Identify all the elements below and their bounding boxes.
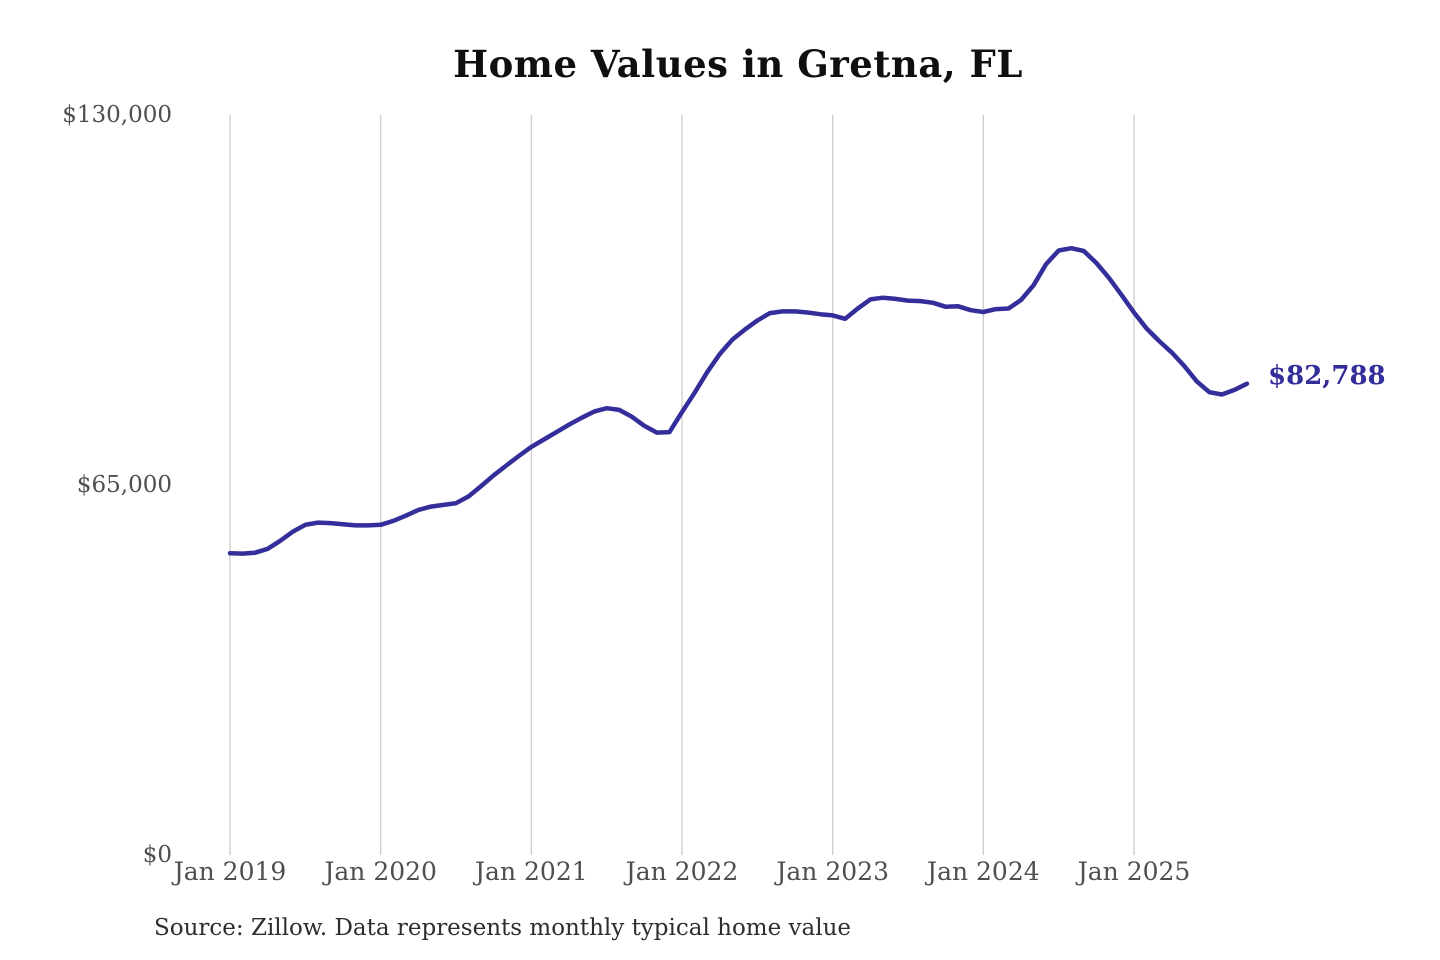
x-axis-tick-label: Jan 2019 xyxy=(173,857,287,886)
y-axis-tick-label: $65,000 xyxy=(76,472,172,498)
x-axis-tick-label: Jan 2021 xyxy=(475,857,588,886)
x-axis-tick-label: Jan 2022 xyxy=(625,857,739,886)
y-axis-tick-label: $0 xyxy=(142,842,172,868)
x-axis-tick-label: Jan 2023 xyxy=(776,857,889,886)
latest-value-label: $82,788 xyxy=(1268,360,1386,391)
home-value-line xyxy=(227,245,1250,556)
source-note: Source: Zillow. Data represents monthly … xyxy=(154,915,852,941)
x-axis-tick-label: Jan 2024 xyxy=(927,857,1040,886)
y-axis-tick-label: $130,000 xyxy=(62,102,172,128)
chart-title: Home Values in Gretna, FL xyxy=(453,42,1023,86)
x-axis-tick-label: Jan 2020 xyxy=(324,857,437,886)
x-axis-tick-label: Jan 2025 xyxy=(1077,857,1191,886)
gridlines-group xyxy=(229,115,1135,855)
